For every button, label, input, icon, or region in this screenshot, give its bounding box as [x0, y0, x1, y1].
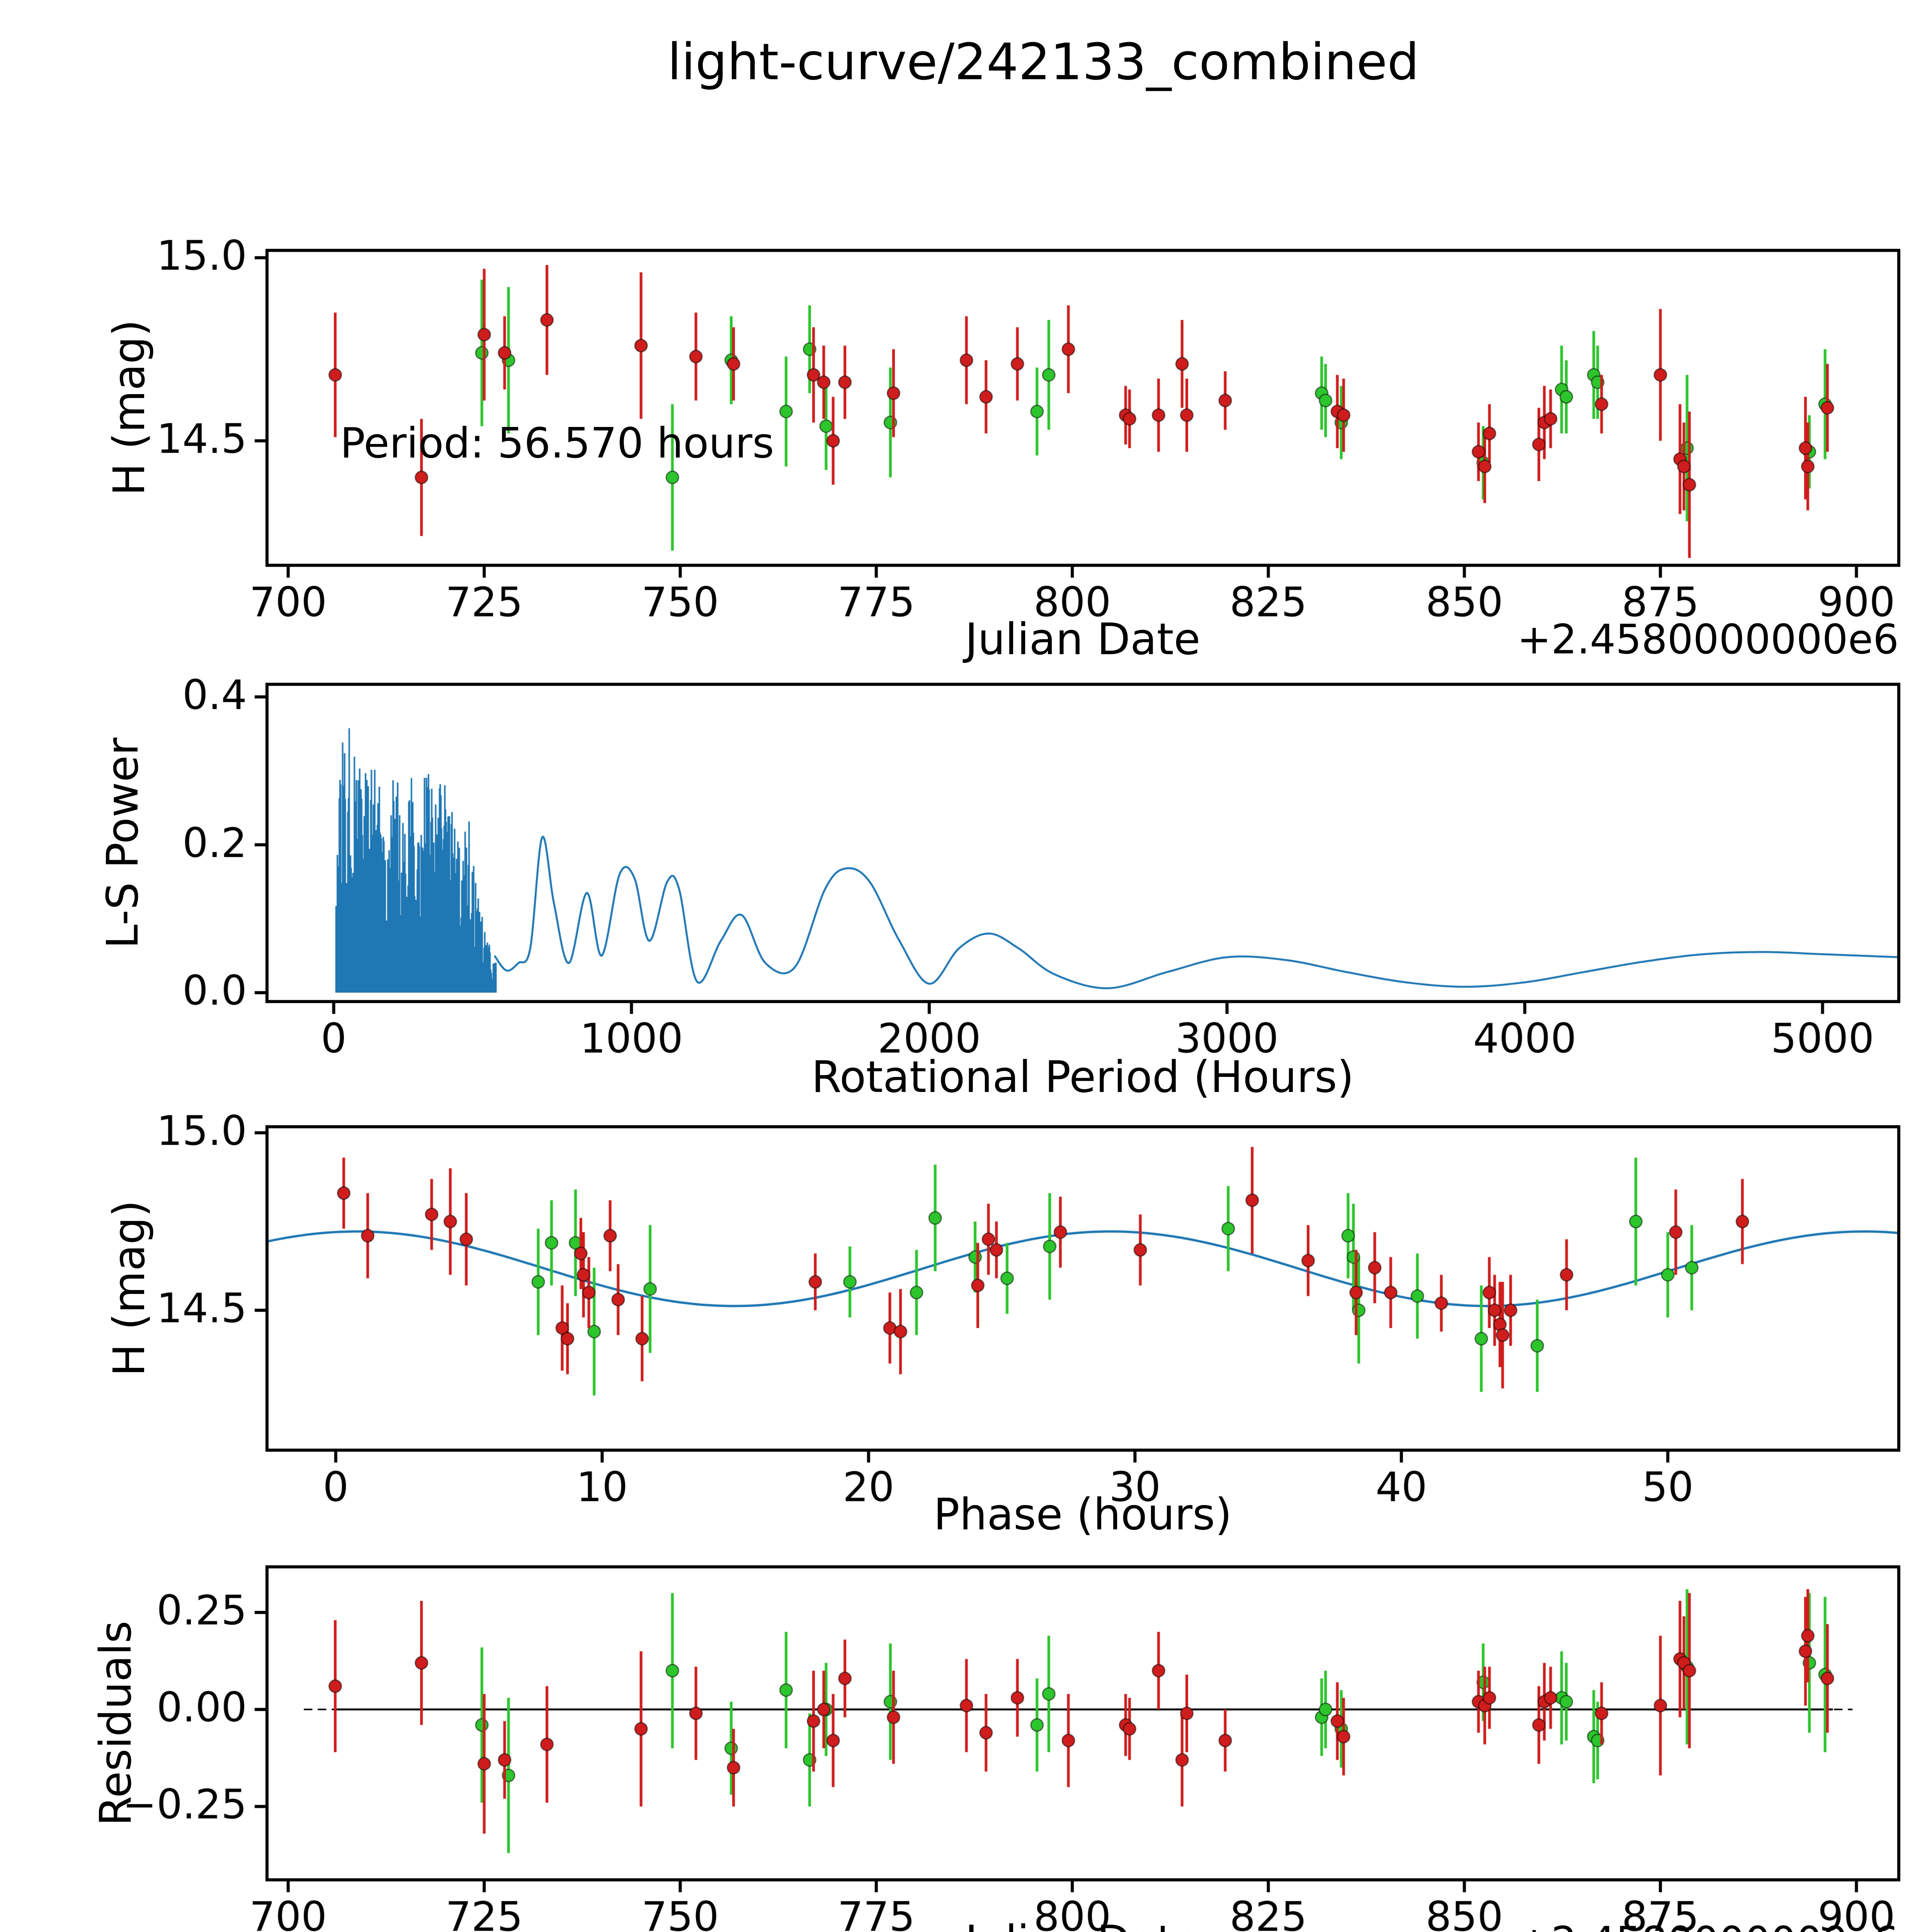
panel4-ylabel: Residuals — [91, 1621, 141, 1826]
panel2-ylabel: L-S Power — [98, 737, 148, 949]
panel1-ylabel: H (mag) — [104, 319, 155, 496]
period-annotation: Period: 56.570 hours — [340, 419, 774, 468]
panel4-axis-offset: +2.4580000000e6 — [1517, 1918, 1899, 1932]
panel1-xlabel: Julian Date — [965, 614, 1201, 665]
panel3-ylabel: H (mag) — [104, 1200, 155, 1377]
panel4-xlabel: Julian Date — [965, 1917, 1200, 1932]
panel1-axis-offset: +2.4580000000e6 — [1517, 616, 1899, 663]
figure-title: light-curve/242133_combined — [667, 32, 1419, 91]
panel2-xlabel: Rotational Period (Hours) — [811, 1052, 1354, 1102]
panel3-xlabel: Phase (hours) — [933, 1490, 1232, 1540]
